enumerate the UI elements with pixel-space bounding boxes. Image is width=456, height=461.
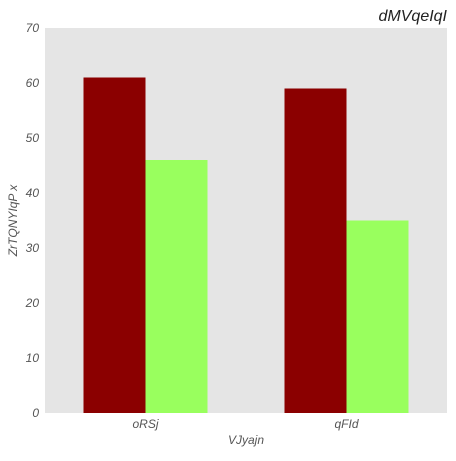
- x-axis-ticks: oRSj qFId: [132, 417, 358, 431]
- bar-qFId-series-2: [346, 220, 409, 413]
- bar-oRSj-series-2: [145, 160, 208, 413]
- y-tick-label: 40: [26, 186, 40, 200]
- chart-title: dMVqeIqI: [379, 8, 448, 25]
- x-tick-label: oRSj: [132, 417, 158, 431]
- x-tick-label: qFId: [334, 417, 358, 431]
- y-tick-label: 0: [32, 406, 39, 420]
- y-tick-label: 10: [26, 351, 40, 365]
- y-axis-ticks: 0 10 20 30 40 50 60 70: [25, 21, 40, 420]
- bars-group: [83, 77, 409, 413]
- y-axis-label: ZrTQNYIqP x: [6, 184, 20, 258]
- y-tick-label: 70: [26, 21, 40, 35]
- x-axis-label: VJyajn: [228, 433, 264, 447]
- y-tick-label: 50: [26, 131, 40, 145]
- bar-oRSj-series-1: [83, 77, 146, 413]
- bar-qFId-series-1: [284, 88, 347, 413]
- y-tick-label: 20: [25, 296, 40, 310]
- y-tick-label: 30: [26, 241, 40, 255]
- y-tick-label: 60: [26, 76, 40, 90]
